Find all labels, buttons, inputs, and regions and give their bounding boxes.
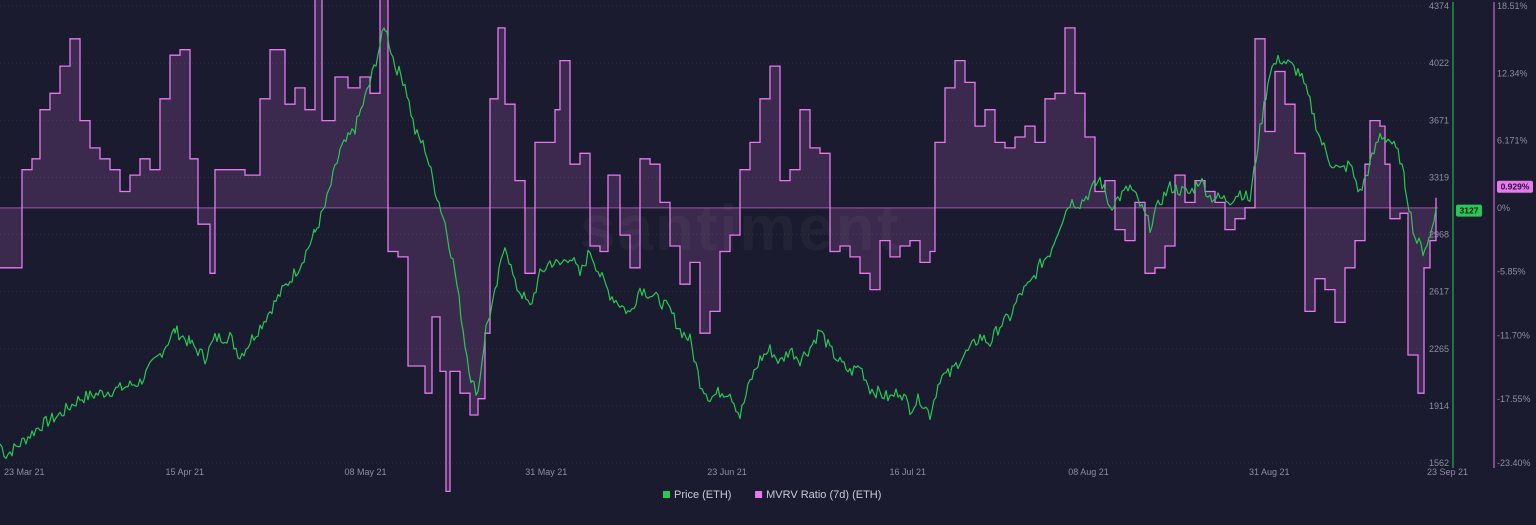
x-axis-tick: 08 Aug 21 [1068,467,1109,477]
price-axis-tick: 3671 [1429,115,1449,125]
x-axis-tick: 31 Aug 21 [1249,467,1290,477]
legend-label: MVRV Ratio (7d) (ETH) [766,489,881,501]
axes: 4374 4022 3671 3319 2968 2617 2265 1914 1562 18.5… [4,1,1533,477]
price-current-label: 3127 [1460,206,1479,216]
price-axis-tick: 4374 [1429,1,1449,11]
mvrv-area [0,0,1436,492]
x-axis-tick: 08 May 21 [344,467,386,477]
price-axis-tick: 1914 [1429,401,1449,411]
mvrv-axis-tick: -17.55% [1497,394,1531,404]
price-axis-tick: 4022 [1429,58,1449,68]
price-current-badge [1456,204,1482,217]
mvrv-axis-tick: 12.34% [1497,68,1528,78]
legend-swatch [755,491,763,498]
mvrv-axis-tick: 6.171% [1497,136,1528,146]
x-axis-tick: 23 Jun 21 [707,467,747,477]
price-axis-tick: 2617 [1429,287,1449,297]
x-axis-tick: 16 Jul 21 [889,467,926,477]
price-axis-tick: 2265 [1429,344,1449,354]
mvrv-axis-tick: -23.40% [1497,458,1531,468]
legend-swatch [663,491,670,498]
legend-label: Price (ETH) [674,489,731,501]
price-axis-tick: 1562 [1429,458,1449,468]
mvrv-current-badge [1497,180,1533,193]
x-axis-tick: 31 May 21 [525,467,567,477]
price-axis-tick: 3319 [1429,172,1449,182]
price-line [0,27,1437,460]
price-axis-tick: 2968 [1429,230,1449,240]
legend: Price (ETH) MVRV Ratio (7d) (ETH) [663,489,881,501]
mvrv-line [0,0,1437,493]
price-series-layer [0,27,1437,460]
mvrv-current-label: 0.929% [1501,182,1530,192]
x-axis-tick: 23 Mar 21 [4,467,45,477]
mvrv-axis-tick: -11.70% [1497,330,1530,340]
x-axis-tick: 23 Sep 21 [1427,467,1468,477]
mvrv-axis-tick: 18.51% [1497,1,1528,11]
mvrv-axis-tick: 0% [1497,203,1510,213]
mvrv-series-layer [0,0,1438,493]
mvrv-axis-tick: -5.85% [1497,267,1526,277]
x-axis-tick: 15 Apr 21 [165,467,204,477]
